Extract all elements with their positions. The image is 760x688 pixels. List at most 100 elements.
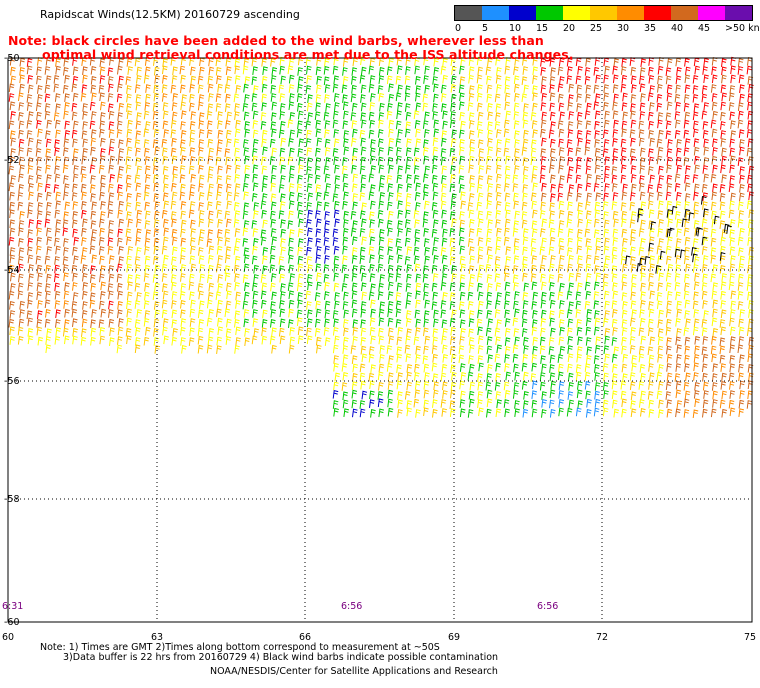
wind-barb	[666, 337, 672, 346]
wind-barb	[63, 300, 69, 309]
wind-barb	[476, 92, 483, 102]
wind-barb	[9, 101, 16, 111]
wind-barb	[55, 319, 61, 328]
wind-barb	[584, 371, 591, 381]
wind-barb	[252, 138, 259, 148]
wind-barb	[710, 273, 717, 283]
wind-barb	[567, 66, 573, 75]
wind-barb	[89, 101, 96, 111]
wind-barb	[593, 291, 600, 300]
wind-barb	[487, 254, 493, 264]
wind-barb	[395, 120, 402, 130]
wind-barb	[234, 156, 241, 166]
wind-barb	[710, 345, 717, 355]
wind-barb	[540, 148, 547, 157]
wind-barb	[162, 74, 168, 84]
wind-barb	[674, 273, 681, 282]
wind-barb	[342, 58, 349, 67]
wind-barb	[9, 254, 16, 264]
wind-barb	[414, 191, 421, 201]
wind-barb	[170, 129, 177, 138]
wind-barb	[657, 345, 664, 355]
wind-barb	[297, 192, 303, 202]
wind-barb	[370, 308, 376, 318]
wind-barb	[621, 345, 627, 355]
wind-barb	[477, 326, 483, 336]
legend-label: 0	[455, 23, 462, 34]
wind-barb	[559, 282, 565, 292]
wind-barb	[558, 381, 565, 390]
wind-barb	[504, 92, 511, 102]
wind-barb	[621, 228, 628, 238]
wind-barb	[396, 380, 403, 390]
wind-barb	[154, 201, 161, 210]
wind-barb	[567, 121, 574, 130]
wind-barb	[693, 146, 700, 156]
wind-barb	[531, 120, 538, 129]
wind-barb	[99, 273, 105, 283]
wind-barb	[530, 156, 537, 166]
wind-barb	[251, 93, 258, 102]
wind-barb	[712, 183, 718, 193]
wind-barb	[710, 228, 717, 238]
wind-barb	[630, 282, 637, 292]
wind-barb	[477, 102, 483, 112]
wind-barb	[468, 155, 475, 165]
wind-barb	[459, 146, 465, 156]
wind-barb	[163, 174, 169, 184]
latitude-tick-label: -58	[4, 494, 20, 505]
wind-barb	[683, 227, 690, 237]
wind-barb	[522, 192, 528, 202]
wind-barb	[235, 238, 241, 247]
wind-barb	[692, 111, 699, 121]
wind-barb	[280, 137, 287, 147]
wind-barb	[424, 84, 430, 94]
wind-barb	[460, 390, 466, 400]
wind-barb	[549, 164, 555, 174]
wind-barb	[667, 236, 673, 246]
wind-barb	[73, 120, 79, 130]
wind-barb	[27, 229, 34, 238]
wind-barb	[388, 83, 394, 93]
wind-barb	[388, 272, 394, 282]
wind-barb	[314, 111, 321, 120]
wind-barb	[701, 85, 708, 94]
wind-barb	[737, 66, 744, 75]
wind-barb	[711, 128, 718, 138]
contaminated-wind-barb	[655, 264, 661, 274]
wind-barb	[504, 309, 510, 319]
map-border	[7, 57, 753, 623]
wind-barb	[242, 65, 249, 75]
wind-barb	[422, 93, 429, 103]
wind-barb	[476, 183, 483, 193]
wind-barb	[541, 92, 548, 102]
wind-barb	[469, 363, 475, 373]
wind-barb	[612, 65, 618, 75]
wind-barb	[27, 327, 34, 337]
wind-barb	[477, 309, 483, 319]
wind-barb	[251, 255, 258, 265]
wind-barb	[388, 255, 394, 264]
wind-barb	[675, 101, 681, 111]
wind-barb	[261, 327, 267, 337]
wind-barb	[567, 237, 573, 247]
wind-barb	[388, 164, 394, 174]
wind-barb	[352, 128, 358, 138]
wind-barb	[559, 300, 565, 309]
wind-barb	[368, 111, 375, 121]
wind-barb	[324, 309, 331, 319]
wind-barb	[360, 210, 366, 220]
wind-barb	[72, 318, 78, 327]
wind-barb	[289, 229, 295, 238]
wind-barb	[548, 337, 555, 346]
wind-barb	[414, 255, 420, 265]
wind-barb	[82, 218, 88, 228]
wind-barb	[658, 364, 664, 373]
wind-barb	[459, 408, 466, 418]
wind-barb	[334, 372, 341, 382]
wind-barb	[387, 183, 394, 192]
longitude-tick-label: 66	[299, 632, 311, 643]
wind-barb	[341, 282, 348, 292]
wind-barb	[225, 66, 232, 76]
